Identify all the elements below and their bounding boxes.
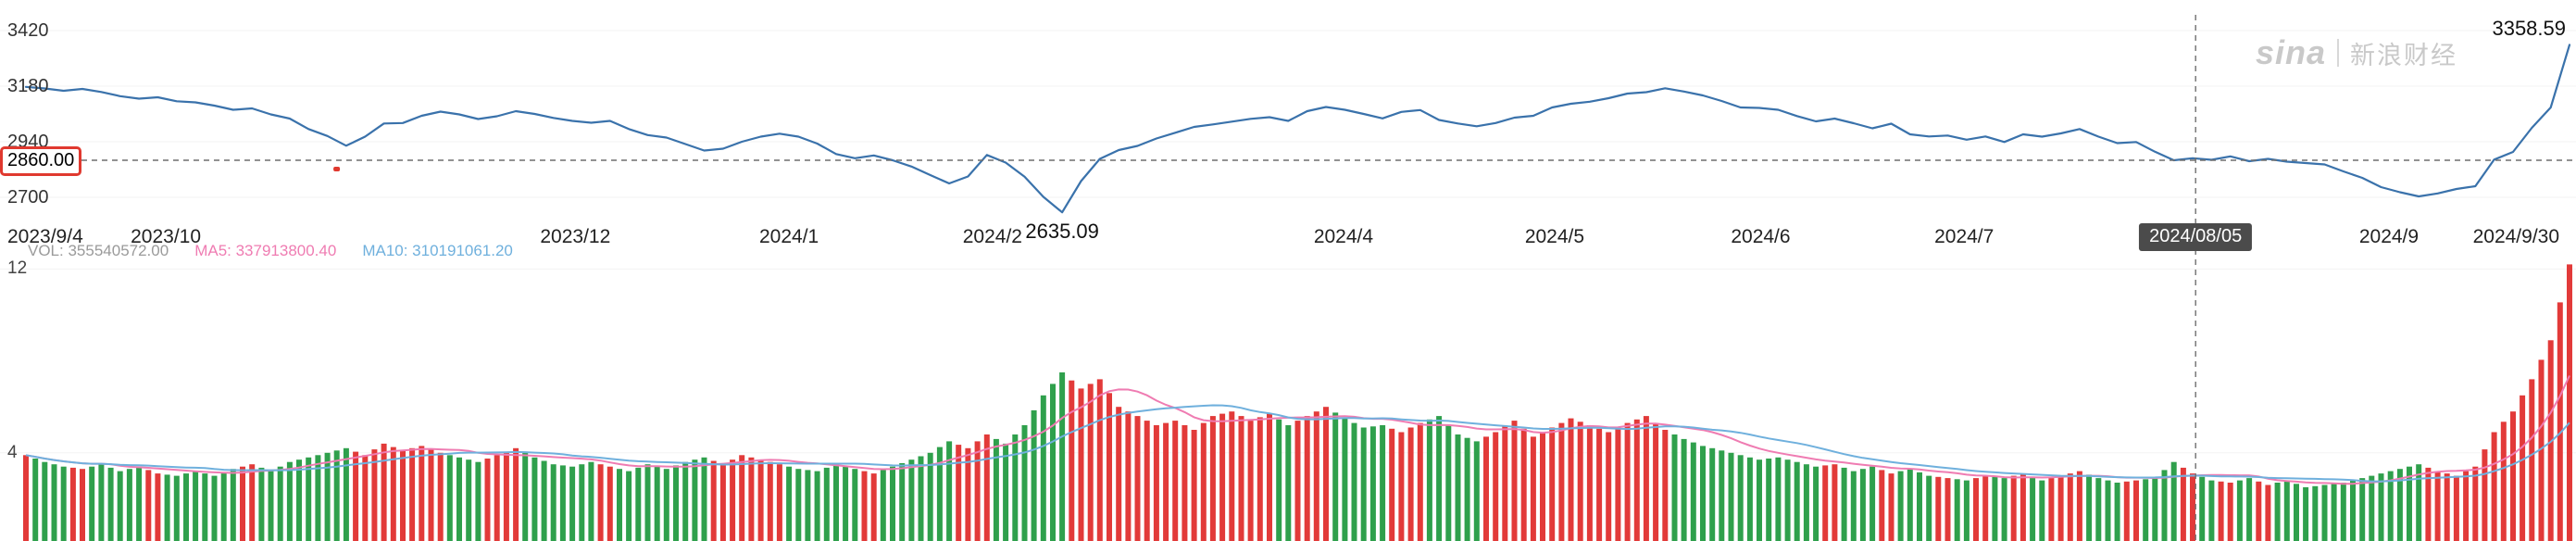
x-tick-label: 2024/2: [962, 226, 1022, 247]
x-tick-label: 2024/5: [1524, 226, 1585, 247]
x-tick-label: 2024/9/30: [2472, 226, 2560, 247]
x-tick-label: 2024/9: [2358, 226, 2420, 247]
sina-watermark: sina 新浪财经: [2256, 33, 2457, 72]
volume-legend: VOL: 355540572.00 MA5: 337913800.40 MA10…: [28, 242, 513, 260]
price-y-tick-label: 3180: [7, 76, 49, 96]
ma10-label: MA10: 310191061.20: [362, 242, 513, 259]
sina-logo: sina: [2256, 33, 2327, 71]
watermark-divider: [2337, 39, 2340, 67]
x-tick-label: 2024/6: [1731, 226, 1791, 247]
x-tick-label: 2024/1: [758, 226, 819, 247]
sina-brand-text: 新浪财经: [2350, 41, 2458, 69]
price-y-tick-label: 3420: [7, 20, 49, 41]
x-tick-label: 2023/9/4: [7, 226, 83, 247]
x-tick-label: 2023/12: [540, 226, 611, 247]
crosshair-date-tag: 2024/08/05: [2139, 223, 2253, 251]
crosshair-price-tag: 2860.00: [0, 146, 82, 176]
x-tick-label: 2024/4: [1313, 226, 1374, 247]
price-y-tick-label: 2700: [7, 187, 49, 208]
volume-label: VOL: 355540572.00: [28, 242, 169, 259]
ma5-label: MA5: 337913800.40: [194, 242, 337, 259]
x-tick-label: 2024/7: [1934, 226, 1995, 247]
x-tick-label: 2023/10: [131, 226, 202, 247]
volume-y-tick-label: 4: [7, 442, 18, 462]
min-value-label: 2635.09: [1025, 220, 1099, 244]
volume-y-tick-label: 12: [7, 258, 28, 279]
max-value-label: 3358.59: [2492, 17, 2566, 41]
